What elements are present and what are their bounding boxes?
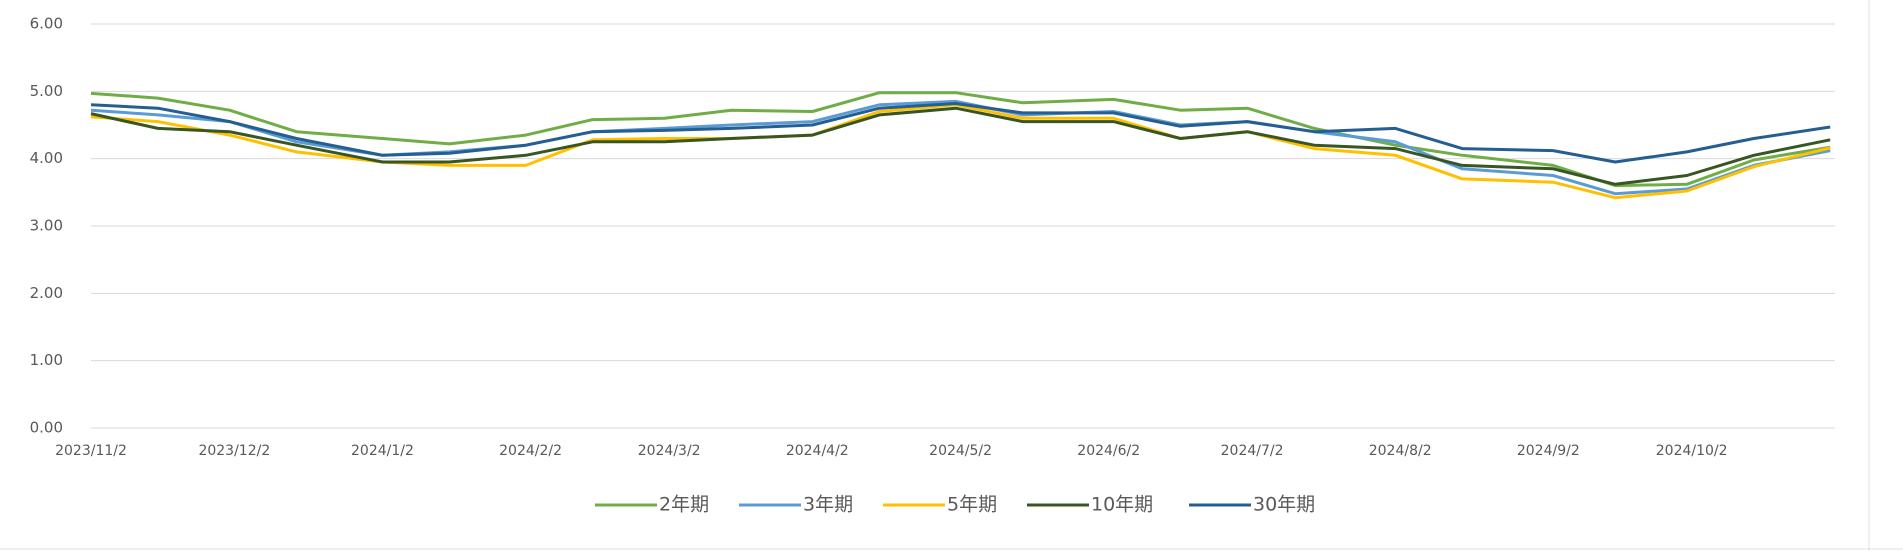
x-tick-label: 2024/2/2 [499,443,562,459]
y-tick-label: 3.00 [30,217,63,235]
y-tick-label: 2.00 [30,284,63,302]
x-tick-label: 2024/5/2 [929,443,992,459]
x-tick-label: 2024/6/2 [1077,443,1140,459]
x-tick-label: 2023/11/2 [55,443,127,459]
y-tick-label: 5.00 [30,82,63,100]
x-tick-label: 2024/9/2 [1517,443,1580,459]
series-line [90,102,1831,164]
y-tick-label: 4.00 [30,149,63,167]
legend-label: 2年期 [659,494,709,516]
x-tick-label: 2023/12/2 [198,443,270,459]
y-tick-label: 1.00 [30,351,63,369]
series-line [90,91,1831,188]
series-line [90,106,1831,186]
x-tick-label: 2024/8/2 [1369,443,1432,459]
x-tick-label: 2024/7/2 [1221,443,1284,459]
legend-label: 10年期 [1091,494,1153,516]
x-tick-label: 2024/4/2 [786,443,849,459]
y-tick-label: 6.00 [30,15,63,33]
x-tick-label: 2024/10/2 [1656,443,1728,459]
legend-label: 30年期 [1253,494,1315,516]
legend-label: 5年期 [947,494,997,516]
x-tick-label: 2024/3/2 [638,443,701,459]
y-tick-label: 0.00 [30,419,63,437]
x-tick-label: 2024/1/2 [351,443,414,459]
series-line [90,99,1831,196]
legend-label: 3年期 [803,494,853,516]
